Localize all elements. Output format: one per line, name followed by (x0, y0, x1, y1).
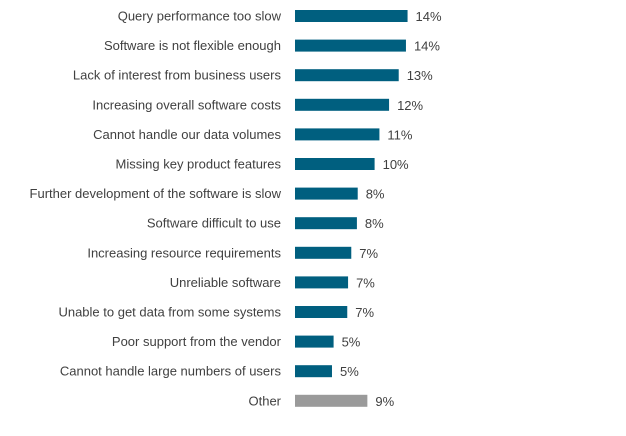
bar (295, 365, 332, 378)
category-label: Software is not flexible enough (104, 38, 281, 53)
bar (295, 98, 390, 111)
bar (295, 276, 349, 289)
bar (295, 10, 408, 22)
category-label: Software difficult to use (147, 216, 281, 231)
category-label: Increasing resource requirements (87, 245, 281, 260)
bar (295, 246, 352, 259)
data-label: 10% (383, 157, 409, 172)
data-label: 11% (387, 127, 412, 142)
category-label: Unable to get data from some systems (58, 305, 281, 320)
category-label: Query performance too slow (118, 9, 282, 24)
data-label: 8% (365, 216, 384, 231)
data-label: 5% (342, 335, 361, 350)
data-label: 12% (397, 98, 423, 113)
bar (295, 187, 358, 200)
data-label: 14% (416, 9, 442, 24)
bar (295, 69, 399, 82)
category-label: Increasing overall software costs (92, 97, 281, 112)
data-label: 7% (355, 305, 374, 320)
category-label: Further development of the software is s… (30, 186, 282, 201)
data-label: 14% (414, 39, 440, 54)
bar (295, 394, 368, 407)
bar (295, 39, 406, 52)
bar (295, 217, 357, 230)
category-label: Poor support from the vendor (112, 334, 282, 349)
category-label: Unreliable software (170, 275, 281, 290)
data-label: 7% (356, 275, 375, 290)
data-label: 7% (359, 246, 378, 261)
bar (295, 158, 375, 170)
category-label: Lack of interest from business users (73, 68, 282, 83)
category-label: Cannot handle our data volumes (93, 127, 281, 142)
data-label: 9% (375, 394, 394, 409)
data-label: 5% (340, 364, 359, 379)
bar (295, 335, 334, 348)
data-label: 13% (407, 68, 433, 83)
category-label: Cannot handle large numbers of users (60, 364, 282, 379)
category-label: Other (248, 393, 281, 408)
bar (295, 128, 380, 141)
data-label: 8% (366, 187, 385, 202)
category-label: Missing key product features (116, 157, 282, 172)
bar (295, 306, 348, 318)
